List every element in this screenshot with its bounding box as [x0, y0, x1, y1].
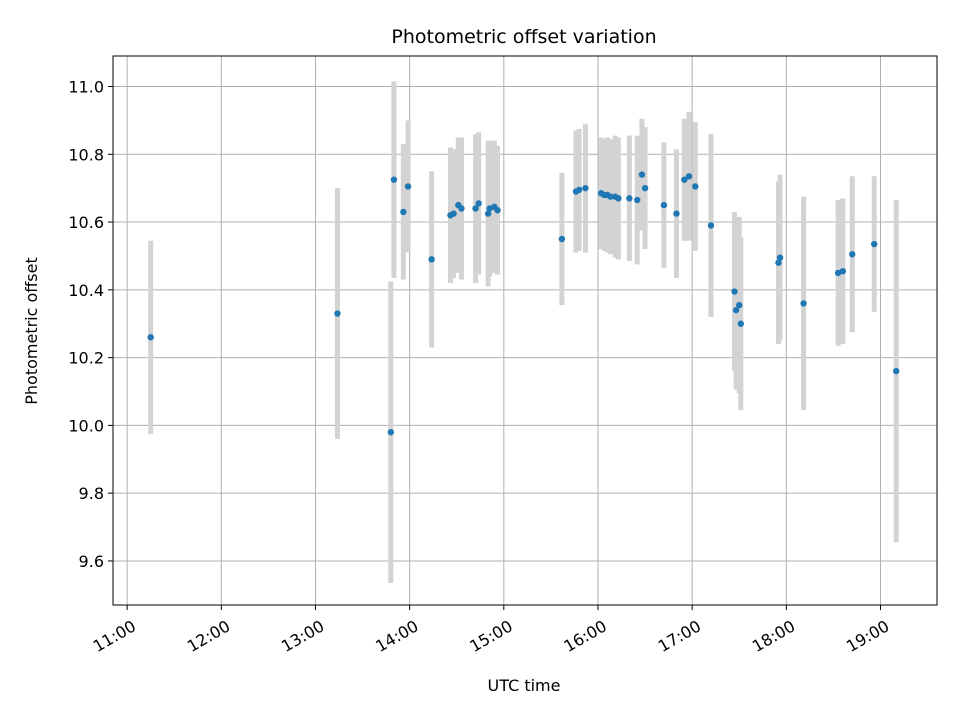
data-point — [147, 334, 154, 341]
data-point — [334, 310, 341, 317]
data-point — [582, 184, 589, 192]
y-tick-label: 10.8 — [68, 145, 104, 164]
y-tick-label: 10.4 — [68, 281, 104, 300]
data-point — [732, 306, 740, 314]
data-point — [615, 195, 622, 202]
data-point — [428, 256, 435, 263]
data-point — [775, 259, 782, 266]
data-point — [892, 367, 900, 375]
data-point — [404, 183, 412, 190]
data-point — [484, 210, 492, 217]
data-point — [800, 300, 807, 307]
x-axis-label: UTC time — [488, 676, 561, 695]
y-tick-label: 10.0 — [68, 416, 104, 435]
data-point — [626, 195, 633, 202]
data-point — [607, 193, 614, 200]
y-tick-label: 9.8 — [79, 484, 104, 503]
data-point — [871, 240, 878, 248]
data-point — [692, 183, 699, 190]
data-points — [147, 171, 900, 436]
y-tick-label: 11.0 — [68, 78, 104, 97]
data-point — [849, 251, 856, 258]
data-point — [839, 267, 847, 275]
data-point — [400, 208, 407, 216]
data-point — [458, 205, 465, 212]
data-point — [390, 176, 398, 183]
data-point — [736, 301, 743, 309]
grid-lines — [113, 56, 937, 605]
plot-area — [113, 56, 937, 605]
data-point — [494, 206, 501, 214]
y-axis-ticks: 9.6 9.8 10.0 10.2 10.4 10.6 10.8 11.0 — [68, 78, 113, 571]
data-point — [387, 428, 395, 436]
data-point — [660, 201, 668, 209]
data-point — [638, 171, 646, 178]
data-point — [731, 288, 738, 295]
data-point — [472, 205, 479, 212]
y-tick-label: 10.2 — [68, 349, 104, 368]
y-tick-label: 10.6 — [68, 213, 104, 232]
data-point — [737, 320, 745, 327]
chart-title: Photometric offset variation — [391, 26, 656, 48]
data-point — [685, 173, 693, 180]
data-point — [575, 186, 583, 194]
data-point — [641, 184, 649, 192]
data-point — [450, 210, 457, 217]
data-point — [558, 235, 566, 243]
data-point — [634, 196, 641, 204]
y-tick-label: 9.6 — [79, 552, 104, 571]
y-axis-label: Photometric offset — [22, 257, 41, 405]
data-point — [673, 210, 680, 217]
data-point — [707, 222, 715, 229]
data-point — [681, 176, 688, 183]
plot-frame — [112, 55, 938, 606]
data-point — [776, 254, 784, 261]
data-point — [475, 200, 482, 207]
